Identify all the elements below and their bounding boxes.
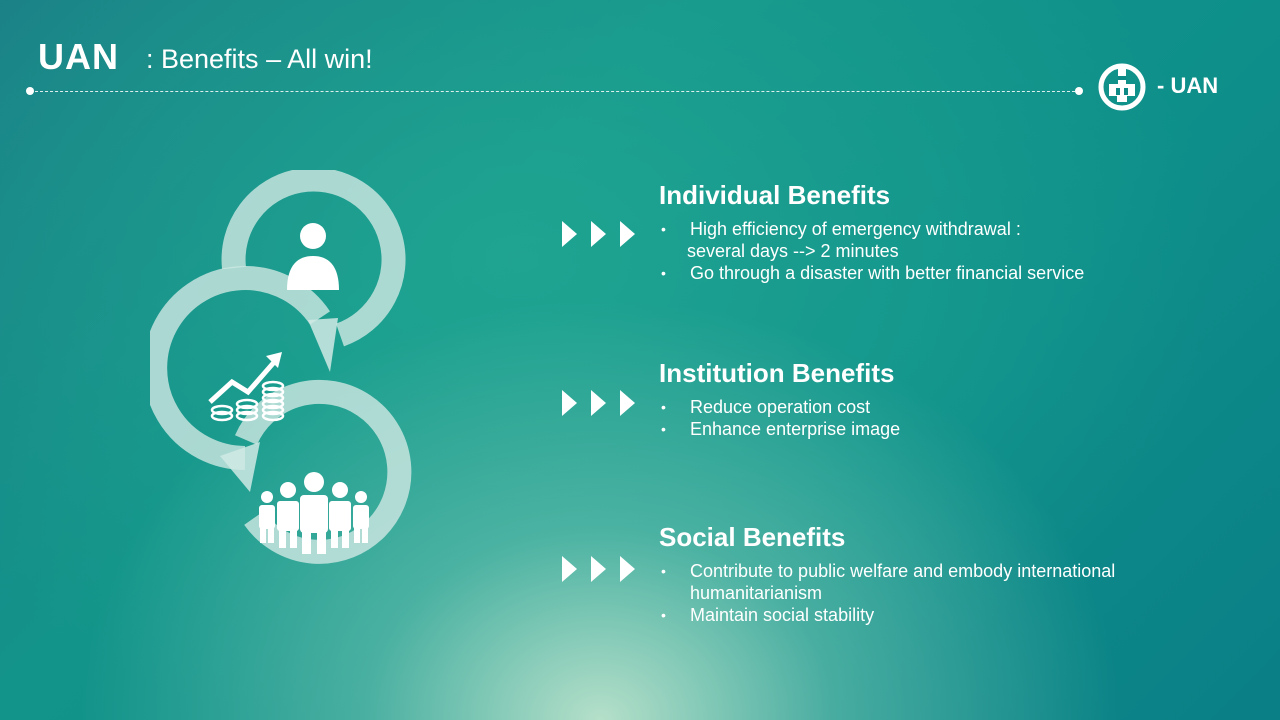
individual-benefits-section: Individual Benefits High efficiency of e… <box>659 180 1239 284</box>
growth-chart-coins-icon <box>208 352 285 422</box>
chevron-arrows-icon <box>560 219 650 249</box>
list-item: Reduce operation cost <box>659 396 1239 418</box>
divider-endpoint-left <box>26 87 34 95</box>
person-icon <box>287 223 339 290</box>
bank-logo-icon <box>1098 63 1146 111</box>
bullet-text: Enhance enterprise image <box>690 419 901 439</box>
slide-title: UAN <box>38 36 119 77</box>
bullet-continuation: humanitarianism <box>690 583 823 603</box>
divider-endpoint-right <box>1075 87 1083 95</box>
group-of-people-icon <box>259 472 369 554</box>
benefit-cycle-graphic <box>150 170 412 564</box>
institution-benefits-section: Institution Benefits Reduce operation co… <box>659 358 1239 440</box>
chevron-arrows-icon <box>560 554 650 584</box>
bullet-continuation: several days --> 2 minutes <box>687 241 899 261</box>
list-item: Go through a disaster with better financ… <box>659 262 1239 284</box>
bullet-text: Maintain social stability <box>690 605 875 625</box>
list-item: High efficiency of emergency withdrawal … <box>659 218 1239 262</box>
social-benefits-section: Social Benefits Contribute to public wel… <box>659 522 1239 626</box>
section-title: Institution Benefits <box>659 358 895 388</box>
list-item: Maintain social stability <box>659 604 1239 626</box>
middle-ring <box>150 266 330 470</box>
bullet-text: Go through a disaster with better financ… <box>690 263 1085 283</box>
top-ring <box>221 170 406 347</box>
logo-label: - UAN <box>1157 73 1219 98</box>
bullet-text: High efficiency of emergency withdrawal … <box>690 219 1021 239</box>
bullet-text: Contribute to public welfare and embody … <box>690 561 1116 581</box>
chevron-arrows-icon <box>560 388 650 418</box>
list-item: Contribute to public welfare and embody … <box>659 560 1239 604</box>
middle-ring-arrowhead <box>220 442 260 492</box>
section-title: Social Benefits <box>659 522 846 552</box>
header-divider <box>30 91 1080 92</box>
section-title: Individual Benefits <box>659 180 891 210</box>
slide-subtitle: : Benefits – All win! <box>146 44 373 74</box>
top-ring-arrowhead <box>308 318 338 372</box>
list-item: Enhance enterprise image <box>659 418 1239 440</box>
bullet-text: Reduce operation cost <box>690 397 871 417</box>
